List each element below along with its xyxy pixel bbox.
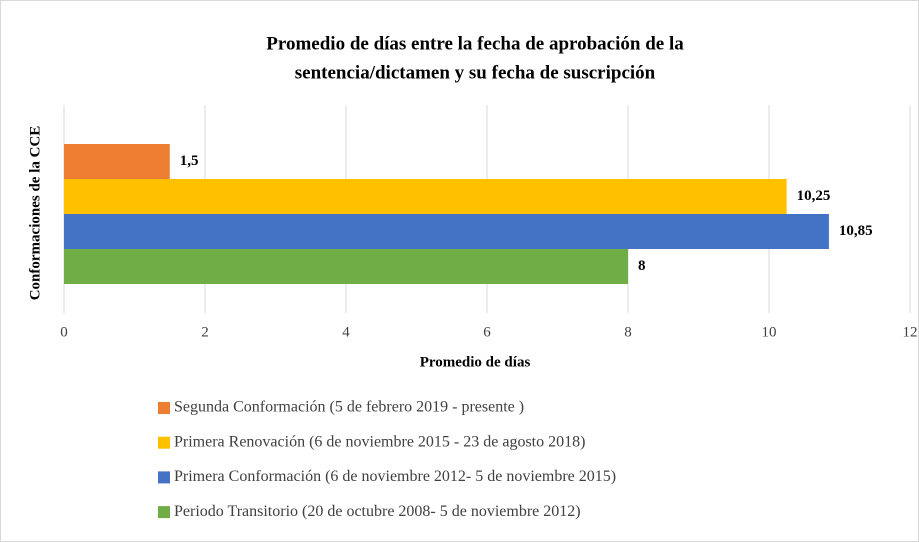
x-axis-label: Promedio de días — [420, 354, 531, 370]
x-tick-label: 8 — [624, 324, 632, 340]
data-label: 8 — [638, 258, 646, 274]
x-tick-label: 10 — [762, 324, 777, 340]
chart-title: Promedio de días entre la fecha de aprob… — [266, 33, 684, 54]
chart-title: sentencia/dictamen y su fecha de suscrip… — [295, 62, 656, 83]
bar — [64, 249, 628, 284]
y-axis-label: Conformaciones de la CCE — [27, 126, 43, 301]
data-label: 10,25 — [797, 188, 831, 204]
legend-swatch — [158, 436, 170, 449]
bar — [64, 144, 170, 179]
bar — [64, 214, 829, 249]
x-tick-label: 2 — [201, 324, 209, 340]
legend-swatch — [158, 402, 170, 414]
data-label: 1,5 — [180, 153, 199, 169]
legend-swatch — [158, 471, 170, 484]
data-label: 10,85 — [839, 223, 873, 239]
legend-label: Periodo Transitorio (20 de octubre 2008-… — [174, 503, 581, 520]
bar — [64, 179, 787, 214]
legend-label: Primera Renovación (6 de noviembre 2015 … — [174, 433, 585, 450]
legend-label: Segunda Conformación (5 de febrero 2019 … — [174, 399, 524, 416]
legend-label: Primera Conformación (6 de noviembre 201… — [174, 468, 616, 485]
x-tick-label: 6 — [483, 324, 491, 340]
x-tick-label: 0 — [60, 324, 68, 340]
legend-swatch — [158, 506, 170, 519]
x-tick-label: 12 — [903, 324, 918, 340]
x-tick-label: 4 — [342, 324, 350, 340]
